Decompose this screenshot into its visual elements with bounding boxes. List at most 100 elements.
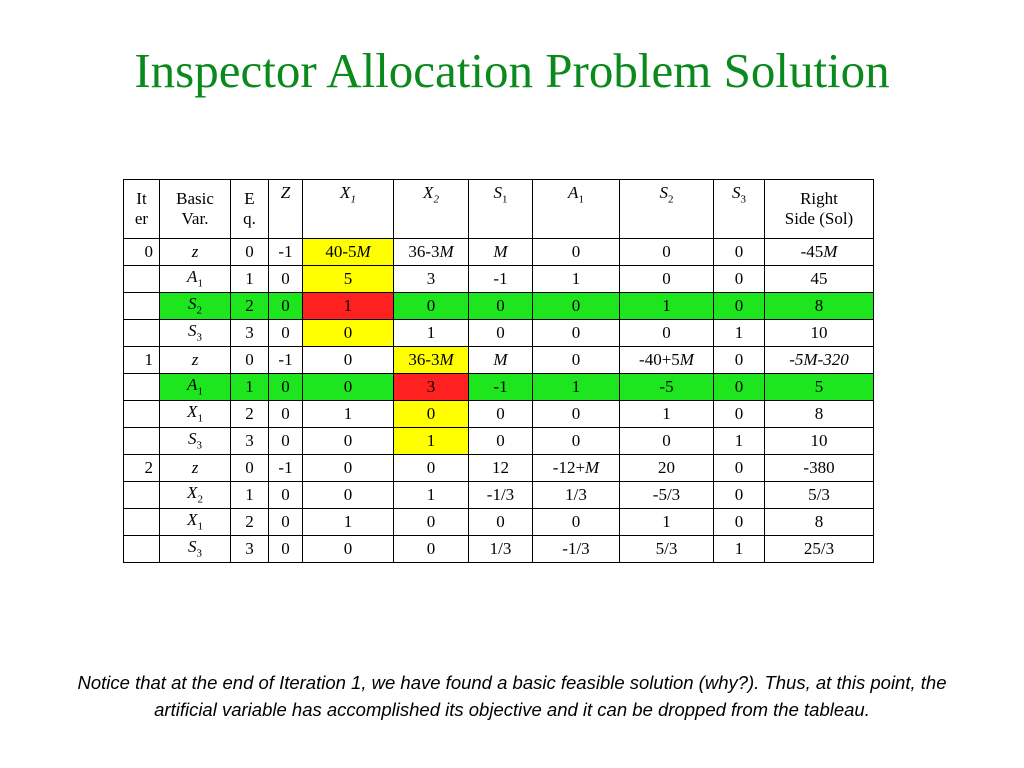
cell-rhs: -5M-320: [764, 346, 874, 374]
cell-z: 0: [268, 427, 303, 455]
cell-x1: 0: [302, 535, 394, 563]
cell-z: 0: [268, 508, 303, 536]
cell-s3: 1: [713, 427, 765, 455]
header-s2-sub: 2: [668, 193, 674, 206]
cell-s3: 1: [713, 535, 765, 563]
table-row: S3 3 0 0 1 0 0 0 1 10: [123, 427, 874, 455]
cell-rhs: 25/3: [764, 535, 874, 563]
table-row: A1 1 0 0 3 -1 1 -5 0 5: [123, 373, 874, 401]
cell-a1: 1/3: [532, 481, 620, 509]
cell-iter: [123, 265, 160, 293]
table-row: 0 z 0 -1 40-5M 36-3M M 0 0 0 -45M: [123, 238, 874, 266]
cell-x1: 0: [302, 319, 394, 347]
header-s3: S3: [713, 179, 765, 239]
cell-iter: 2: [123, 454, 160, 482]
header-z-label: Z: [280, 183, 291, 202]
cell-z: -1: [268, 238, 303, 266]
cell-a1: 1: [532, 265, 620, 293]
cell-iter: [123, 400, 160, 428]
table-row: 1 z 0 -1 0 36-3M M 0 -40+5M 0 -5M-320: [123, 346, 874, 374]
cell-s1: -1/3: [468, 481, 533, 509]
cell-s2: 0: [619, 265, 714, 293]
header-s3-sub: 3: [740, 193, 747, 206]
cell-rhs: 10: [764, 427, 874, 455]
cell-s1: M: [468, 238, 533, 266]
header-rhs-line2: Side (Sol): [784, 209, 854, 228]
table-row: S3 3 0 0 1 0 0 0 1 10: [123, 319, 874, 347]
table-row: X1 2 0 1 0 0 0 1 0 8: [123, 508, 874, 536]
cell-s2: 1: [619, 292, 714, 320]
header-s1-label: S: [493, 183, 503, 202]
cell-s1: 1/3: [468, 535, 533, 563]
header-a1: A1: [532, 179, 620, 239]
cell-eq: 3: [230, 427, 269, 455]
cell-x2: 36-3M: [393, 238, 469, 266]
cell-s2: 5/3: [619, 535, 714, 563]
cell-s2: 20: [619, 454, 714, 482]
cell-bv: A1: [159, 265, 231, 293]
cell-a1: 0: [532, 292, 620, 320]
cell-bv: A1: [159, 373, 231, 401]
cell-rhs: 8: [764, 508, 874, 536]
header-x2: X2: [393, 179, 469, 239]
cell-iter: 0: [123, 238, 160, 266]
cell-s1: -1: [468, 265, 533, 293]
header-s2-label: S: [659, 183, 669, 202]
cell-s2: 1: [619, 400, 714, 428]
cell-a1: 0: [532, 508, 620, 536]
cell-s2: 1: [619, 508, 714, 536]
cell-iter: [123, 292, 160, 320]
cell-z: 0: [268, 319, 303, 347]
cell-s1: M: [468, 346, 533, 374]
cell-s3: 0: [713, 508, 765, 536]
table-row: S3 3 0 0 0 1/3 -1/3 5/3 1 25/3: [123, 535, 874, 563]
cell-s3: 0: [713, 265, 765, 293]
header-iter-line1: It: [136, 189, 147, 209]
table-row: S2 2 0 1 0 0 0 1 0 8: [123, 292, 874, 320]
cell-s3: 0: [713, 400, 765, 428]
cell-x2: 3: [393, 265, 469, 293]
table-row: 2 z 0 -1 0 0 12 -12+M 20 0 -380: [123, 454, 874, 482]
cell-eq: 0: [230, 238, 269, 266]
header-s2: S2: [619, 179, 714, 239]
cell-s3: 0: [713, 454, 765, 482]
header-a1-sub: 1: [578, 193, 584, 206]
cell-iter: [123, 373, 160, 401]
cell-eq: 1: [230, 265, 269, 293]
cell-iter: [123, 535, 160, 563]
cell-bv: S3: [159, 319, 231, 347]
cell-s3: 0: [713, 292, 765, 320]
table-header-row: It er Basic Var. E q. Z X1 X2 S1: [123, 179, 874, 239]
cell-a1: 0: [532, 319, 620, 347]
cell-s2: -40+5M: [619, 346, 714, 374]
header-eq: E q.: [230, 179, 269, 239]
cell-s1: 0: [468, 400, 533, 428]
cell-x1: 0: [302, 373, 394, 401]
cell-eq: 1: [230, 481, 269, 509]
header-basic-var-line1: Basic: [176, 189, 214, 209]
table-row: X2 1 0 0 1 -1/3 1/3 -5/3 0 5/3: [123, 481, 874, 509]
cell-x1: 0: [302, 346, 394, 374]
header-x1: X1: [302, 179, 394, 239]
cell-z: 0: [268, 373, 303, 401]
header-x2-sub: 2: [433, 193, 439, 206]
table-row: A1 1 0 5 3 -1 1 0 0 45: [123, 265, 874, 293]
cell-bv: S3: [159, 427, 231, 455]
header-s1: S1: [468, 179, 533, 239]
cell-eq: 2: [230, 508, 269, 536]
footnote-text: Notice that at the end of Iteration 1, w…: [77, 672, 947, 720]
cell-x2: 1: [393, 427, 469, 455]
cell-eq: 0: [230, 346, 269, 374]
cell-s3: 1: [713, 319, 765, 347]
cell-eq: 3: [230, 319, 269, 347]
header-iter: It er: [123, 179, 160, 239]
cell-x2: 0: [393, 400, 469, 428]
cell-bv: S3: [159, 535, 231, 563]
cell-a1: 0: [532, 346, 620, 374]
cell-z: 0: [268, 292, 303, 320]
cell-rhs: 8: [764, 292, 874, 320]
cell-s1: -1: [468, 373, 533, 401]
cell-eq: 1: [230, 373, 269, 401]
cell-iter: [123, 508, 160, 536]
cell-s2: -5: [619, 373, 714, 401]
